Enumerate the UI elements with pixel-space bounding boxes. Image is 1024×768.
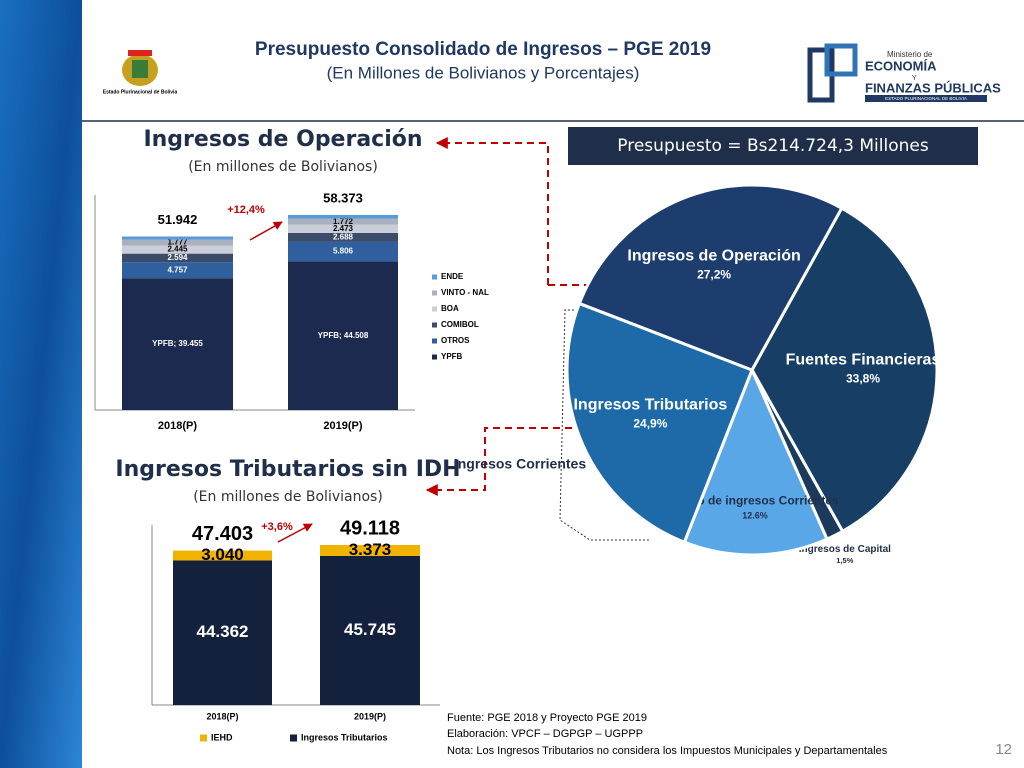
ministry-logo: Ministerio de ECONOMÍA Y FINANZAS PÚBLIC… — [807, 43, 1001, 103]
total-label: 58.373 — [323, 190, 363, 205]
chart-subtitle: (En millones de Bolivianos) — [188, 159, 378, 175]
legend-swatch — [432, 290, 437, 296]
value-label: 3.040 — [201, 545, 244, 564]
chart-subtitle: (En millones de Bolivianos) — [193, 489, 383, 505]
legend-swatch — [290, 734, 297, 742]
annotation-arrows — [249, 221, 313, 543]
bar-segment — [122, 278, 233, 410]
slice-label: Ingresos de Operación — [627, 247, 800, 264]
value-label: 4.757 — [167, 265, 188, 274]
bar-segment — [173, 550, 272, 561]
value-label: 3.373 — [349, 540, 392, 559]
x-tick-label: 2019(P) — [323, 420, 362, 432]
legend-label: COMIBOL — [441, 320, 479, 329]
footer-prepared: Elaboración: VPCF – DGPGP – UGPPP — [447, 728, 643, 740]
x-tick-label: 2018(P) — [206, 711, 238, 721]
legend-swatch — [432, 338, 437, 344]
chart-title: Ingresos Tributarios sin IDH — [115, 457, 460, 482]
total-label: 51.942 — [158, 212, 198, 227]
slice-label: Ingresos Tributarios — [573, 396, 727, 413]
slice-value: 33,8% — [846, 371, 880, 385]
value-label: YPFB; 44.508 — [318, 331, 369, 340]
ministry-line: FINANZAS PÚBLICAS — [865, 80, 1001, 95]
annotation: +3,6% — [261, 521, 293, 533]
pie-slice — [577, 183, 844, 372]
emblem-caption: Estado Plurinacional de Bolivia — [103, 89, 178, 95]
bar-segment — [288, 232, 398, 242]
pie-slice — [682, 366, 829, 557]
x-tick-label: 2018(P) — [158, 420, 197, 432]
legend-label: YPFB — [441, 352, 463, 361]
value-label: 1.777 — [167, 238, 188, 247]
legend-label: OTROS — [441, 336, 470, 345]
legend-label: VINTO - NAL — [441, 288, 489, 297]
bar-segment — [122, 239, 233, 246]
bar-segment — [288, 215, 398, 219]
x-tick-label: 2019(P) — [354, 711, 386, 721]
legend-label: BOA — [441, 304, 459, 313]
ministry-line: Ministerio de — [887, 50, 933, 59]
legend-swatch — [432, 322, 437, 328]
slice-value: 12.6% — [742, 510, 768, 520]
budget-text: Presupuesto = Bs214.724,3 Millones — [617, 136, 929, 156]
value-label: 2.594 — [167, 253, 188, 262]
legend-swatch — [432, 306, 437, 312]
value-label: 2.473 — [333, 224, 354, 233]
side-strip — [0, 0, 82, 768]
value-label: 45.745 — [344, 620, 396, 639]
bar-segment — [288, 218, 398, 225]
bar-segment — [320, 545, 420, 556]
total-label: 49.118 — [340, 517, 400, 539]
value-label: 1.772 — [333, 217, 354, 226]
total-label: 47.403 — [192, 523, 253, 545]
slice-label: Ingresos de Capital — [799, 544, 891, 555]
slice-value: 1,5% — [836, 556, 853, 565]
bar-segment — [122, 236, 233, 240]
budget-box — [568, 127, 978, 165]
group-label: Ingresos Corrientes — [454, 456, 586, 472]
legend-label: ENDE — [441, 272, 464, 281]
bar-segment — [288, 261, 398, 410]
legend-label: IEHD — [211, 732, 233, 742]
bar-segment — [122, 262, 233, 279]
legend-swatch — [200, 734, 207, 742]
bar-segment — [173, 560, 272, 705]
value-label: YPFB; 39.455 — [152, 339, 203, 348]
slide-subtitle: (En Millones de Bolivianos y Porcentajes… — [327, 63, 640, 82]
pie-slice — [565, 301, 754, 545]
legend-swatch — [432, 354, 437, 360]
footer-source: Fuente: PGE 2018 y Proyecto PGE 2019 — [447, 712, 647, 724]
ministry-line: ECONOMÍA — [865, 58, 937, 73]
bar-segment — [320, 555, 420, 705]
value-label: 2.688 — [333, 233, 354, 242]
page-number: 12 — [995, 741, 1012, 758]
footer-note: Nota: Los Ingresos Tributarios no consid… — [447, 745, 888, 757]
value-label: 5.806 — [333, 247, 354, 256]
legend-swatch — [432, 274, 437, 280]
value-label: 2.445 — [167, 245, 188, 254]
value-label: 44.362 — [197, 622, 249, 641]
annotation: +12,4% — [227, 204, 265, 216]
chart-title: Ingresos de Operación — [143, 127, 422, 152]
slice-value: 24,9% — [633, 416, 667, 430]
ministry-line: ESTADO PLURINACIONAL DE BOLIVIA — [885, 96, 967, 101]
legend-label: Ingresos Tributarios — [301, 732, 388, 742]
slice-label: Resto de ingresos Corrientes — [671, 494, 839, 508]
slice-label: Fuentes Financieras — [786, 351, 941, 368]
bar-segment — [122, 245, 233, 254]
bar-segment — [288, 224, 398, 233]
bar-segment — [288, 241, 398, 262]
slide-title: Presupuesto Consolidado de Ingresos – PG… — [255, 39, 711, 60]
emblem: Estado Plurinacional de Bolivia — [103, 50, 178, 95]
slice-value: 27,2% — [697, 267, 731, 281]
bar-segment — [122, 253, 233, 263]
ministry-line: Y — [912, 75, 917, 82]
